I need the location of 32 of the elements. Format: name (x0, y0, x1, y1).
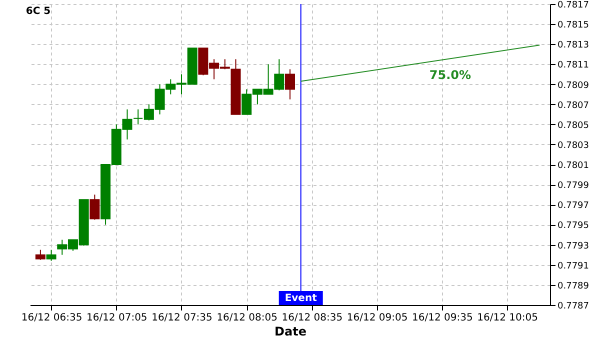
x-tick-label: 16/12 09:35 (412, 312, 473, 324)
x-tick-label: 16/12 08:05 (216, 312, 278, 324)
annotation: Event (284, 293, 318, 304)
y-tick-label: 0.7815 (558, 20, 589, 31)
y-tick-label: 0.7787 (558, 302, 589, 312)
y-tick-label: 0.7813 (558, 40, 589, 51)
y-tick-label: 0.7811 (558, 60, 589, 71)
chart-title: 6C 5 (26, 6, 51, 17)
candlestick (90, 194, 100, 220)
candlestick (285, 68, 295, 100)
y-tick-label: 0.7817 (558, 0, 589, 10)
y-tick-label: 0.7799 (558, 181, 590, 192)
y-tick-label: 0.7805 (558, 120, 589, 131)
y-tick-label: 0.7807 (558, 100, 589, 111)
candlestick (46, 249, 56, 262)
x-tick-label: 16/12 07:35 (152, 312, 212, 324)
x-tick-label: 16/12 07:05 (86, 312, 148, 324)
x-tick-label: 16/12 09:05 (346, 312, 408, 324)
x-axis-title: Date (274, 324, 306, 338)
x-tick-label: 16/12 10:05 (477, 312, 538, 324)
y-tick-label: 0.7791 (558, 261, 589, 272)
y-tick-label: 0.7789 (558, 281, 590, 292)
annotation: 75.0% (429, 68, 472, 82)
x-tick-label: 16/12 06:35 (21, 312, 82, 324)
y-tick-label: 0.7801 (558, 161, 589, 172)
y-tick-label: 0.7797 (558, 201, 589, 212)
candlestick (35, 249, 46, 260)
y-tick-label: 0.7809 (558, 80, 590, 91)
y-tick-label: 0.7795 (558, 221, 589, 232)
y-tick-label: 0.7793 (558, 241, 589, 252)
x-tick-label: 16/12 08:35 (282, 312, 343, 324)
y-tick-label: 0.7803 (558, 140, 589, 151)
